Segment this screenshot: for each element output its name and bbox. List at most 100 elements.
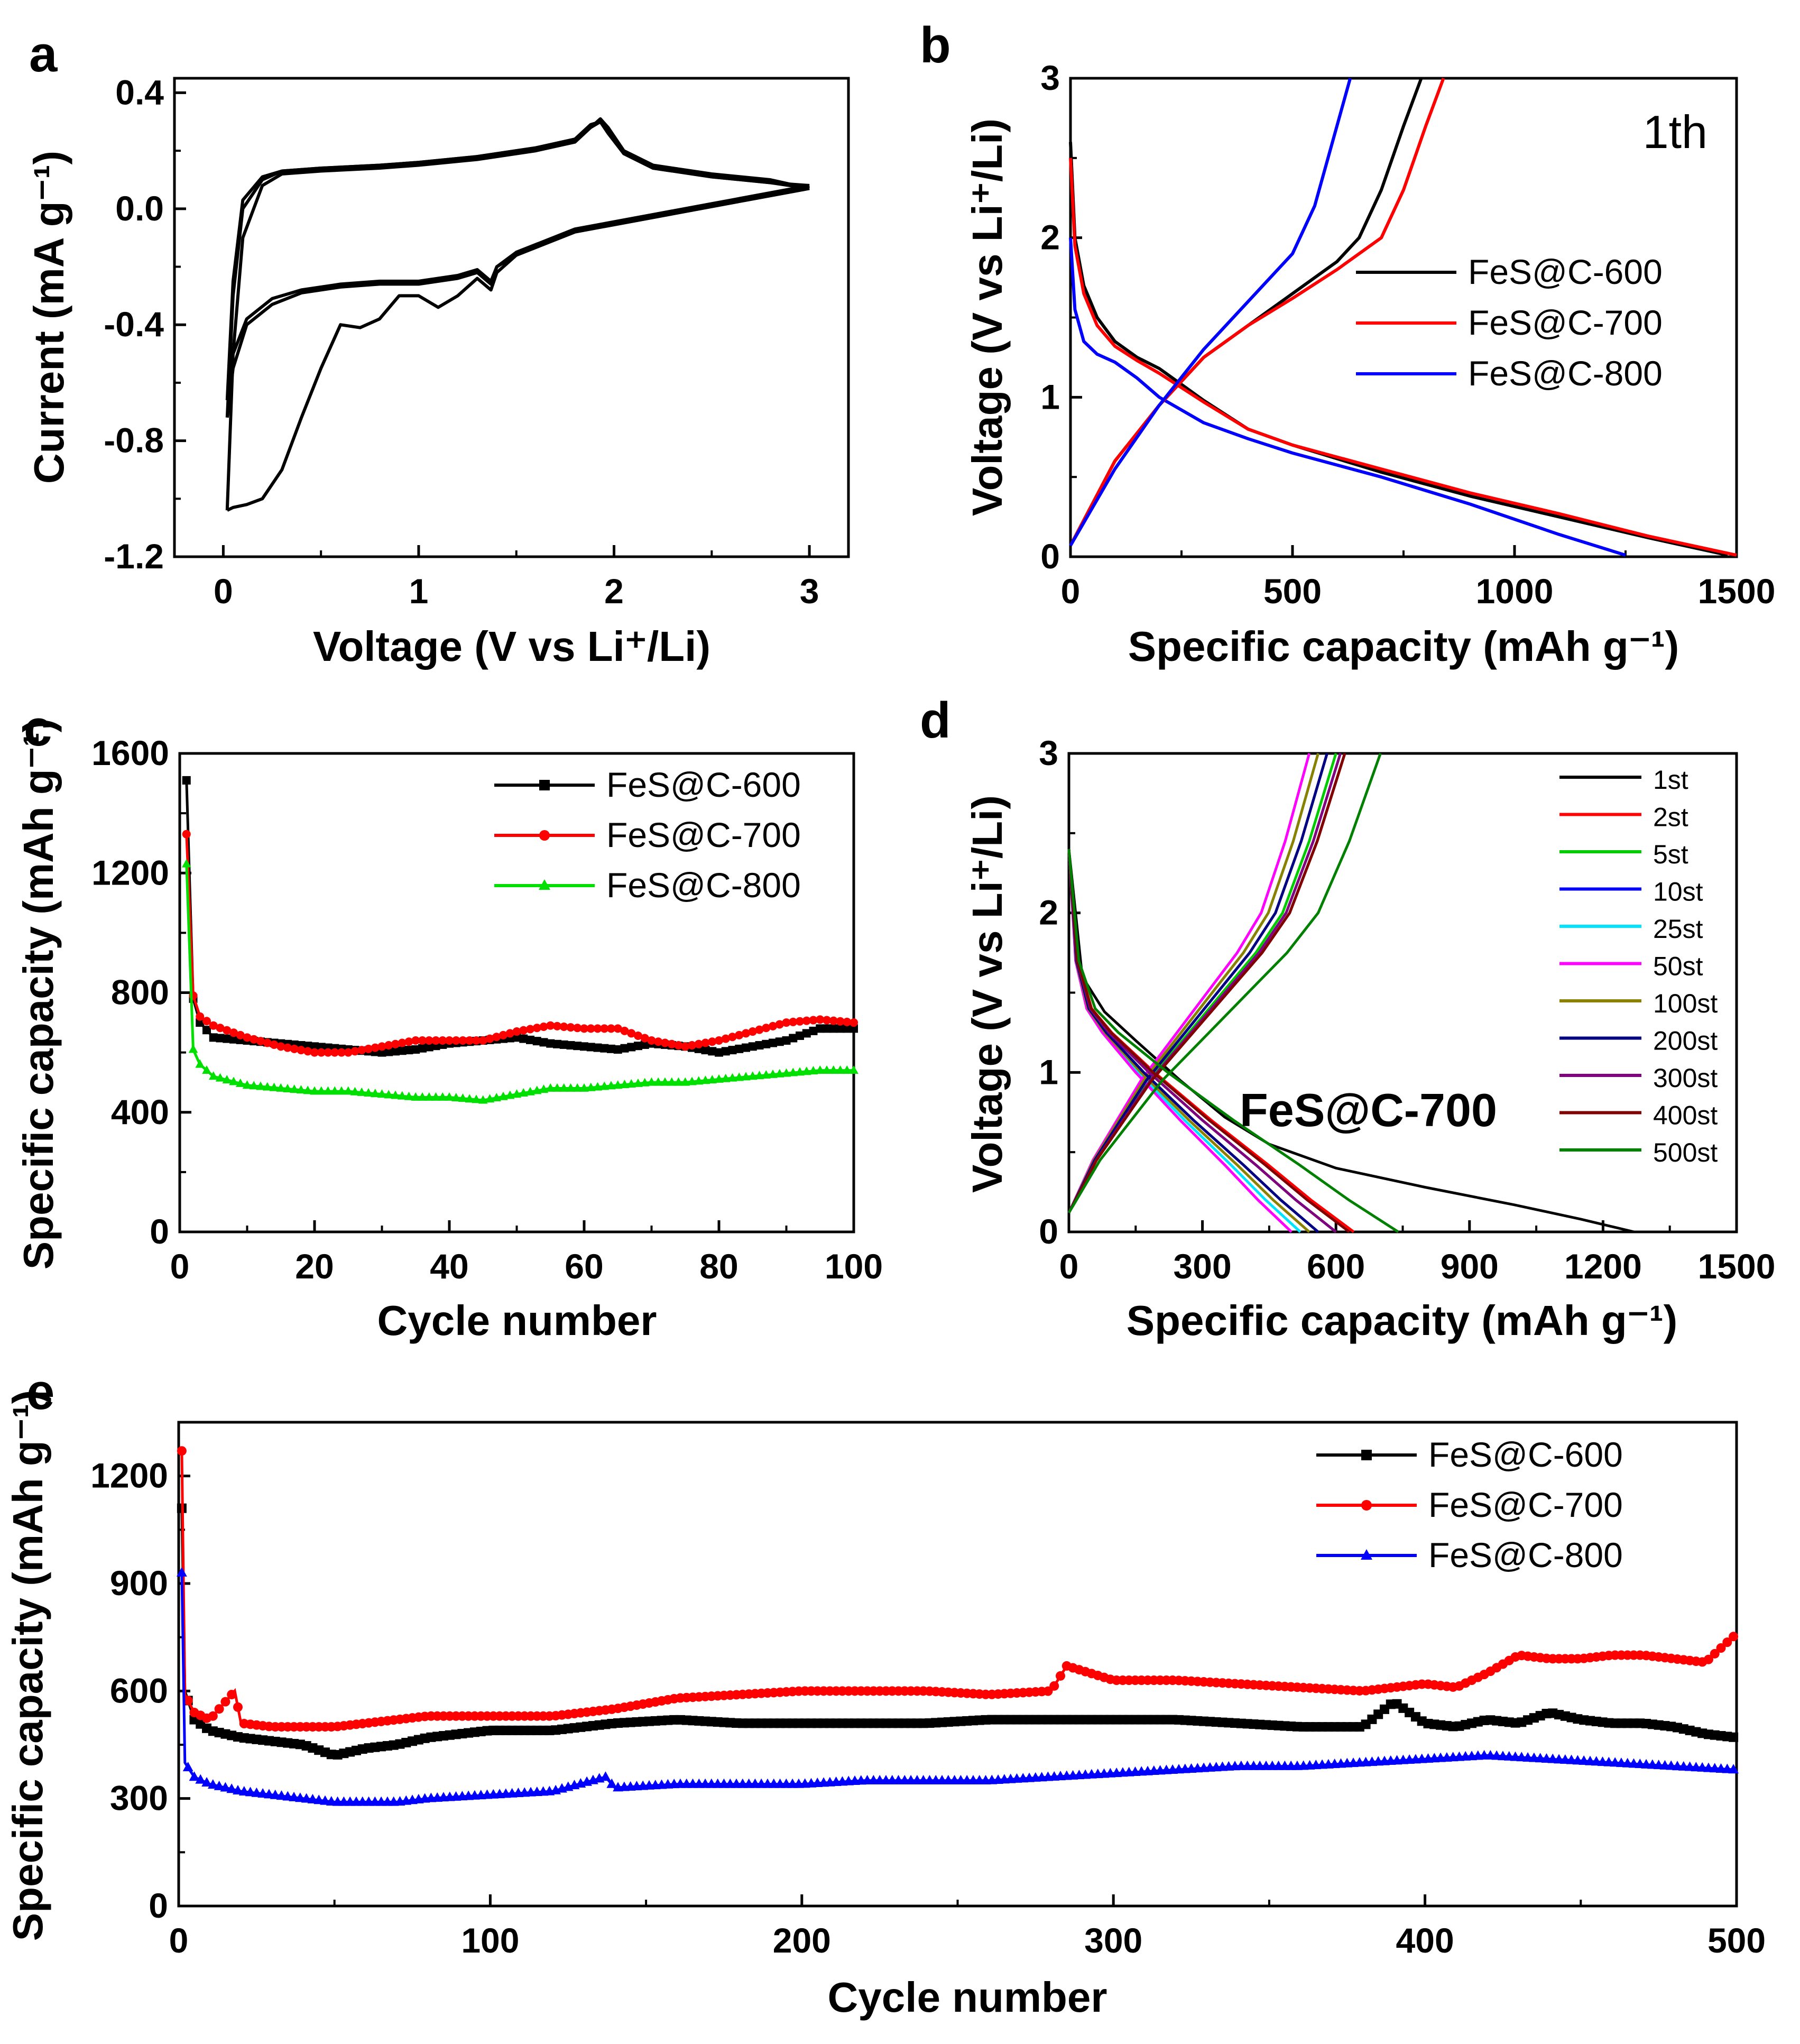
y-tick-label: 1 (1040, 377, 1060, 416)
data-point-marker (680, 1077, 690, 1086)
data-point-marker (843, 1024, 852, 1033)
data-point-marker (673, 1077, 684, 1086)
data-point-marker (633, 1078, 643, 1087)
data-point-marker (613, 1080, 623, 1089)
data-point-marker (384, 1047, 393, 1056)
data-point-marker (243, 1033, 252, 1042)
data-point-marker (235, 1078, 245, 1087)
data-point-marker (313, 1794, 325, 1804)
data-point-marker (747, 1071, 758, 1080)
data-point-marker (208, 1071, 218, 1080)
data-point-marker (438, 1092, 448, 1101)
data-point-marker (768, 1069, 778, 1078)
data-point-marker (189, 1771, 200, 1781)
data-point-marker (330, 1048, 339, 1057)
data-point-marker (694, 1039, 703, 1048)
y-tick-label: 0 (150, 1212, 169, 1251)
cv-curve (225, 117, 810, 511)
data-point-marker (539, 1022, 548, 1031)
data-point-marker (418, 1044, 427, 1053)
discharge-curve (1067, 849, 1399, 1233)
data-point-marker (796, 1017, 804, 1026)
cv-curve (225, 183, 810, 401)
y-tick-label: 1200 (91, 853, 169, 892)
data-point-marker (229, 1076, 238, 1085)
data-point-marker (660, 1077, 670, 1086)
data-point-marker (377, 1048, 386, 1057)
x-tick-label: 2 (604, 572, 624, 611)
data-point-marker (249, 1081, 259, 1090)
data-point-marker (519, 1088, 529, 1097)
data-point-marker (788, 1067, 798, 1076)
data-point-marker (316, 1086, 326, 1095)
legend-label: 400st (1653, 1101, 1718, 1130)
data-point-marker (829, 1016, 838, 1025)
data-point-marker (741, 1072, 751, 1081)
data-point-marker (735, 1030, 744, 1039)
data-point-marker (586, 1043, 595, 1052)
data-point-marker (505, 1029, 514, 1038)
plot-frame-d (1067, 752, 1738, 1233)
data-point-marker (411, 1045, 420, 1054)
data-point-marker (181, 859, 191, 868)
data-point-marker (573, 1083, 583, 1092)
legend-label: 300st (1653, 1063, 1718, 1093)
data-point-marker (492, 1033, 501, 1042)
data-point-marker (276, 1083, 286, 1092)
legend-label: FeS@C-600 (1428, 1435, 1623, 1474)
charge-curve (1067, 753, 1346, 1213)
data-point-marker (214, 1704, 224, 1714)
data-point-marker (809, 1026, 818, 1035)
legend-label: FeS@C-800 (606, 866, 801, 905)
data-point-marker (822, 1065, 832, 1074)
data-point-marker (209, 1033, 218, 1042)
x-tick-label: 0 (170, 1247, 190, 1286)
data-point-marker (202, 1017, 211, 1026)
data-point-marker (688, 1041, 696, 1050)
axes-e: 0 100 200 300 400 500 0 300 600 900 1200 (90, 1456, 1766, 1960)
x-tick-label: 60 (565, 1247, 603, 1286)
data-point-marker (552, 1083, 562, 1092)
data-point-marker (301, 1793, 312, 1803)
data-point-marker (256, 1081, 265, 1090)
data-point-marker (227, 1690, 237, 1700)
data-point-marker (201, 1777, 212, 1787)
data-point-marker (223, 1034, 232, 1043)
data-point-marker (250, 1035, 259, 1044)
data-point-marker (398, 1038, 407, 1047)
data-point-marker (176, 1567, 187, 1577)
data-point-marker (546, 1021, 555, 1030)
data-point-marker (721, 1034, 730, 1043)
data-point-marker (411, 1036, 420, 1045)
data-point-marker (754, 1071, 764, 1080)
data-point-marker (647, 1077, 657, 1086)
data-point-marker (553, 1039, 561, 1048)
legend-label: 5st (1653, 840, 1688, 869)
data-point-marker (667, 1077, 677, 1086)
data-point-marker (183, 1696, 193, 1706)
curves-e (176, 1446, 1739, 1806)
x-tick-label: 0 (214, 572, 233, 611)
data-point-marker (755, 1025, 764, 1034)
data-point-marker (728, 1046, 737, 1055)
panel-letter-b: b (920, 17, 951, 73)
voltage-profile-curve (1069, 77, 1423, 547)
data-point-marker (1703, 1654, 1713, 1664)
data-point-marker (391, 1047, 400, 1056)
data-point-marker (233, 1784, 243, 1794)
data-point-marker (613, 1045, 622, 1054)
data-point-marker (836, 1024, 845, 1033)
legend-c: FeS@C-600 FeS@C-700 FeS@C-800 (494, 765, 801, 905)
data-point-marker (216, 1034, 225, 1043)
data-point-marker (843, 1017, 852, 1026)
data-point-marker (458, 1093, 468, 1102)
data-point-marker (802, 1029, 811, 1038)
legend-label: 2st (1653, 803, 1688, 832)
data-point-marker (177, 1446, 187, 1456)
data-point-marker (297, 1046, 306, 1055)
data-point-marker (350, 1087, 360, 1095)
data-point-marker (262, 1082, 272, 1091)
legend-label: FeS@C-700 (1468, 303, 1663, 342)
y-tick-label: 2 (1039, 893, 1058, 932)
data-point-marker (593, 1043, 602, 1052)
